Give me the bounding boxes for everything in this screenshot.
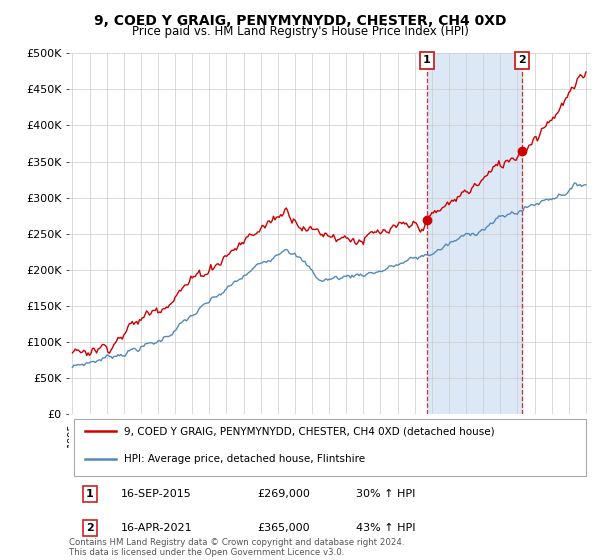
Text: Contains HM Land Registry data © Crown copyright and database right 2024.
This d: Contains HM Land Registry data © Crown c… xyxy=(69,538,404,557)
Text: 2: 2 xyxy=(518,55,526,66)
Text: 1: 1 xyxy=(86,489,94,499)
Text: 16-APR-2021: 16-APR-2021 xyxy=(121,522,193,533)
Text: £269,000: £269,000 xyxy=(257,489,310,499)
Text: 1: 1 xyxy=(423,55,431,66)
FancyBboxPatch shape xyxy=(74,419,586,476)
Text: 9, COED Y GRAIG, PENYMYNYDD, CHESTER, CH4 0XD (detached house): 9, COED Y GRAIG, PENYMYNYDD, CHESTER, CH… xyxy=(124,426,494,436)
Text: 2: 2 xyxy=(86,522,94,533)
Text: 16-SEP-2015: 16-SEP-2015 xyxy=(121,489,192,499)
Text: 30% ↑ HPI: 30% ↑ HPI xyxy=(356,489,415,499)
Text: 9, COED Y GRAIG, PENYMYNYDD, CHESTER, CH4 0XD: 9, COED Y GRAIG, PENYMYNYDD, CHESTER, CH… xyxy=(94,14,506,28)
Text: HPI: Average price, detached house, Flintshire: HPI: Average price, detached house, Flin… xyxy=(124,454,365,464)
Text: Price paid vs. HM Land Registry's House Price Index (HPI): Price paid vs. HM Land Registry's House … xyxy=(131,25,469,38)
Text: £365,000: £365,000 xyxy=(257,522,310,533)
Text: 43% ↑ HPI: 43% ↑ HPI xyxy=(356,522,416,533)
